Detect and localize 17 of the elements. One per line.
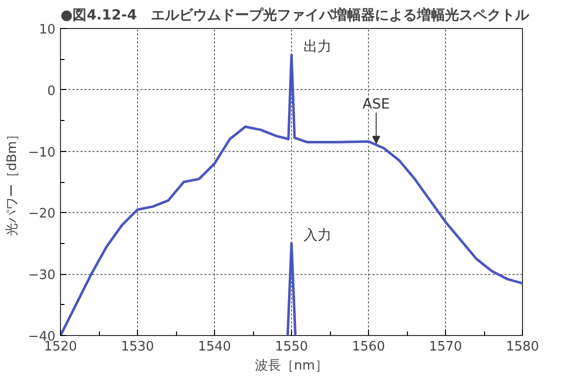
annotation: 入力 <box>304 227 332 244</box>
annotation: ASE <box>362 96 390 113</box>
y-axis-title: 光パワー［dBm］ <box>5 128 20 236</box>
x-tick-label: 1550 <box>274 340 308 354</box>
annotation: 出力 <box>304 38 332 55</box>
x-tick-label: 1580 <box>506 340 540 354</box>
x-tick-label: 1560 <box>352 340 386 354</box>
chart-title: ●図4.12-4 エルビウムドープ光ファイバ増幅器による増幅光スペクトル <box>60 6 530 24</box>
y-tick-label: −20 <box>28 206 56 222</box>
x-tick-label: 1530 <box>120 340 154 354</box>
x-axis-title: 波長［nm］ <box>255 358 328 374</box>
x-tick-label: 1570 <box>428 340 462 354</box>
y-tick-label: −30 <box>28 268 56 284</box>
x-tick-label: 1540 <box>198 340 232 354</box>
y-tick-label: −10 <box>28 145 56 160</box>
y-tick-label: 0 <box>47 84 56 99</box>
y-tick-label: 10 <box>38 22 56 38</box>
